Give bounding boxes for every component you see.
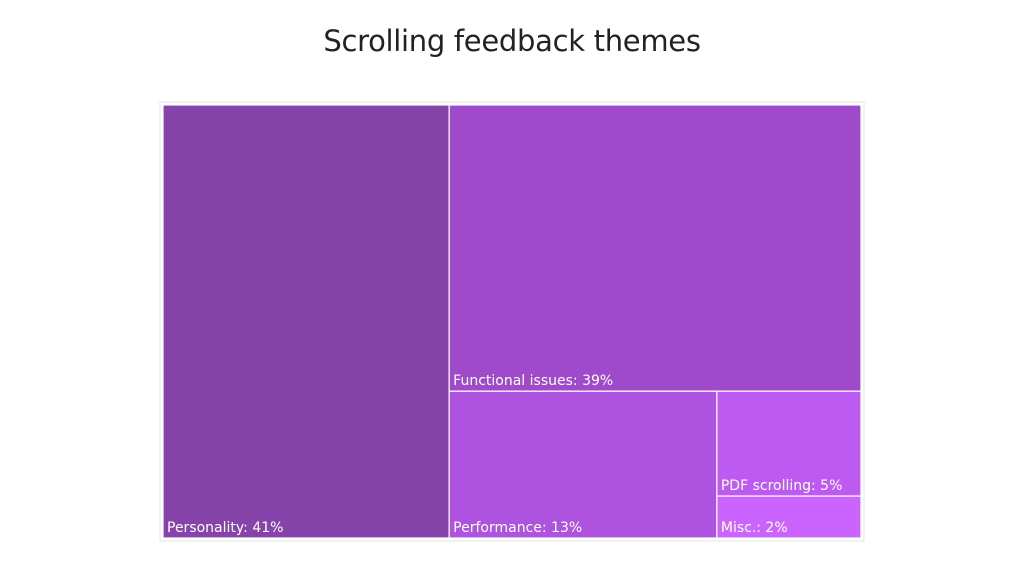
- treemap-tile-pdf-scrolling: [716, 390, 862, 497]
- treemap-tile-misc: [716, 495, 862, 539]
- treemap-label-pdf-scrolling: PDF scrolling: 5%: [721, 478, 843, 494]
- treemap-label-misc: Misc.: 2%: [721, 520, 788, 536]
- treemap-label-performance: Performance: 13%: [453, 520, 582, 536]
- plot-area-border: [159, 101, 865, 542]
- treemap-label-personality: Personality: 41%: [167, 520, 283, 536]
- treemap-tile-personality: [162, 104, 450, 539]
- treemap-tile-performance: [448, 390, 718, 539]
- treemap-label-functional-issues: Functional issues: 39%: [453, 373, 613, 389]
- chart-title: Scrolling feedback themes: [323, 24, 701, 58]
- treemap-tile-functional-issues: [448, 104, 862, 392]
